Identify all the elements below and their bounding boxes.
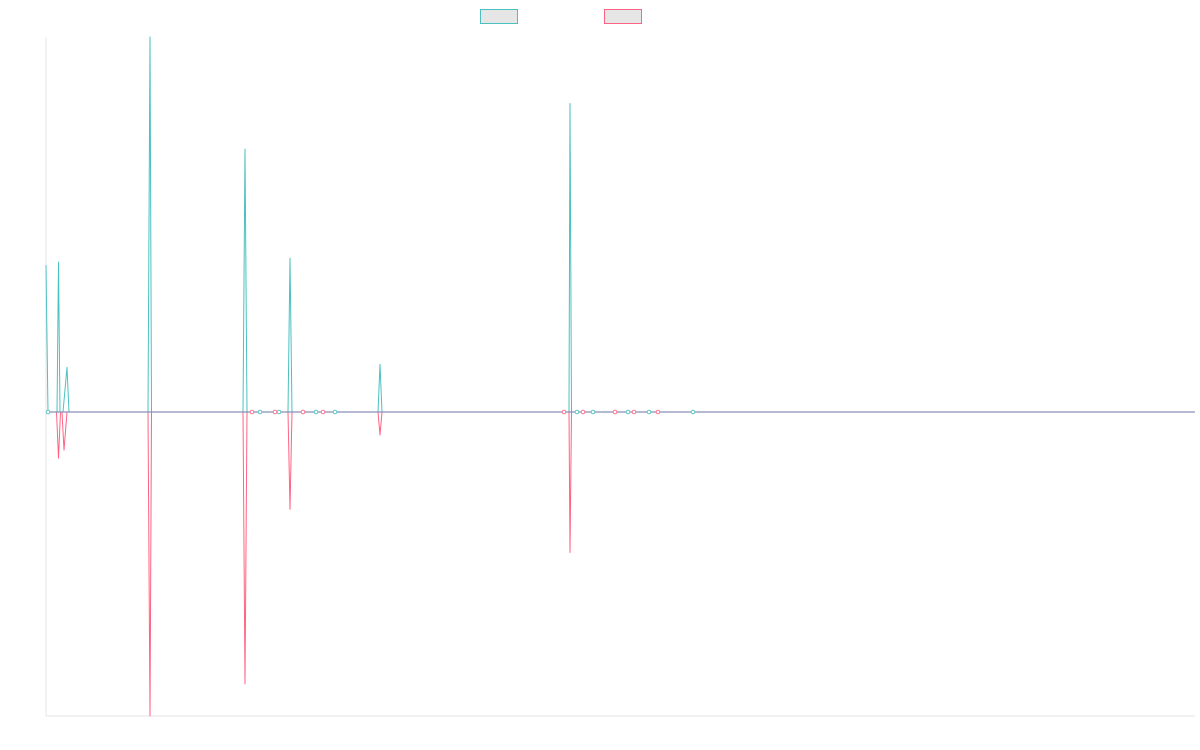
point-marker[interactable]	[625, 409, 631, 415]
point-marker[interactable]	[320, 409, 326, 415]
point-marker[interactable]	[631, 409, 637, 415]
point-marker[interactable]	[612, 409, 618, 415]
point-marker[interactable]	[313, 409, 319, 415]
point-marker[interactable]	[332, 409, 338, 415]
point-marker[interactable]	[257, 409, 263, 415]
point-marker[interactable]	[690, 409, 696, 415]
legend-item-series-1[interactable]	[480, 9, 524, 24]
axes	[45, 37, 1195, 717]
legend-swatch-series-1	[480, 9, 518, 24]
marker-layer	[45, 409, 696, 415]
series-layer	[45, 36, 1195, 717]
point-marker[interactable]	[590, 409, 596, 415]
legend-item-series-2[interactable]	[604, 9, 648, 24]
point-marker[interactable]	[574, 409, 580, 415]
point-marker[interactable]	[45, 409, 51, 415]
series-line-2	[46, 411, 1195, 717]
point-marker[interactable]	[249, 409, 255, 415]
series-line-1	[45, 36, 1195, 413]
point-marker[interactable]	[272, 409, 278, 415]
point-marker[interactable]	[646, 409, 652, 415]
point-marker[interactable]	[655, 409, 661, 415]
point-marker[interactable]	[580, 409, 586, 415]
point-marker[interactable]	[300, 409, 306, 415]
legend-swatch-series-2	[604, 9, 642, 24]
point-marker[interactable]	[561, 409, 567, 415]
point-marker[interactable]	[276, 409, 282, 415]
legend	[0, 9, 1200, 27]
